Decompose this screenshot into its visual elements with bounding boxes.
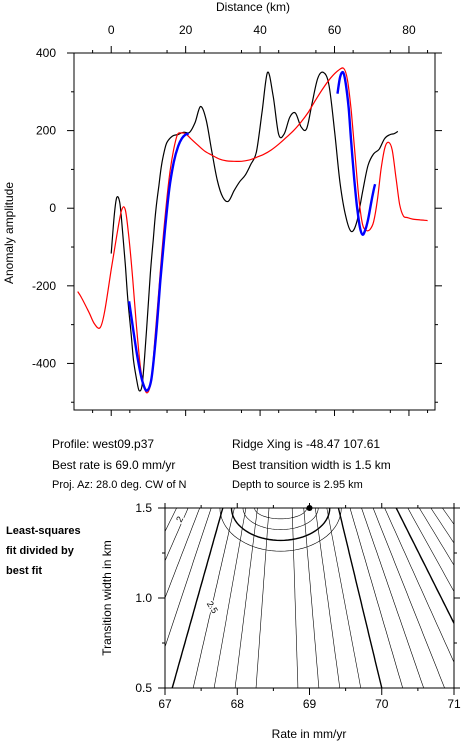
misfit-contour	[255, 508, 270, 688]
misfit-contour-inner	[242, 508, 319, 530]
side-note-line: fit divided by	[6, 545, 74, 557]
distance-tick-label: 0	[108, 23, 115, 37]
best-rate-text: Best rate is 69.0 mm/yr	[52, 458, 176, 472]
contour-plot-frame	[164, 507, 455, 689]
rate-tick-label: 68	[231, 697, 245, 711]
width-tick-label: 0.5	[135, 681, 152, 695]
misfit-contour	[0, 508, 3, 688]
distance-tick-label: 80	[402, 23, 416, 37]
rate-axis-label: Rate in mm/yr	[272, 727, 347, 741]
rate-tick-label: 70	[375, 697, 389, 711]
distance-tick-label: 60	[328, 23, 342, 37]
misfit-contour	[349, 508, 403, 688]
misfit-contour	[430, 508, 454, 544]
amplitude-tick-label: -400	[32, 356, 56, 370]
distance-axis-ticks: 0 20 40 60 80	[92, 23, 429, 416]
misfit-contour	[361, 508, 424, 688]
misfit-contour	[337, 508, 383, 688]
anomaly-series-group	[77, 67, 428, 394]
profile-text: Profile: west09.p37	[52, 437, 155, 451]
misfit-contour	[384, 508, 454, 664]
distance-tick-label: 40	[253, 23, 267, 37]
contour-label: 2.5	[205, 599, 220, 615]
width-axis-label: Transition width in km	[100, 540, 114, 656]
misfit-contour	[171, 508, 224, 688]
distance-tick-label: 20	[179, 23, 193, 37]
model-anomaly-line	[77, 67, 428, 394]
amplitude-tick-label: -200	[32, 279, 56, 293]
contour-label: 2	[174, 515, 185, 524]
misfit-contour	[165, 508, 189, 562]
rate-tick-label: 71	[447, 697, 461, 711]
misfit-contour	[213, 508, 247, 688]
rate-tick-label: 69	[303, 697, 317, 711]
misfit-contours	[0, 508, 454, 688]
misfit-contour	[291, 508, 299, 688]
width-axis-ticks: 0.5 1.0 1.5	[135, 501, 460, 695]
misfit-contour-inner	[219, 508, 342, 552]
side-note: Least-squares fit divided by best fit	[6, 521, 126, 581]
amplitude-axis-label: Anomaly amplitude	[2, 182, 16, 284]
best-width-text: Best transition width is 1.5 km	[232, 458, 391, 472]
misfit-contour	[165, 508, 212, 648]
amplitude-tick-label: 200	[36, 124, 56, 138]
misfit-contour	[372, 508, 445, 688]
misfit-contour	[395, 508, 454, 625]
fit-segment-left	[127, 132, 189, 392]
projection-azimuth-text: Proj. Az: 28.0 deg. CW of N	[52, 479, 187, 491]
side-note-line: best fit	[6, 565, 43, 577]
misfit-contour	[315, 508, 341, 688]
rate-tick-label: 67	[158, 697, 172, 711]
misfit-contour-inner	[254, 508, 307, 520]
misfit-contour	[407, 508, 454, 593]
misfit-contour	[192, 508, 235, 688]
fit-segment-right	[336, 70, 377, 236]
amplitude-tick-label: 400	[36, 46, 56, 60]
anomaly-plot-frame	[73, 52, 436, 411]
misfit-contour	[326, 508, 362, 688]
depth-to-source-text: Depth to source is 2.95 km	[232, 479, 363, 491]
amplitude-tick-label: 0	[49, 201, 56, 215]
width-tick-label: 1.0	[135, 591, 152, 605]
observed-anomaly-line	[110, 71, 399, 392]
misfit-contour-inner	[230, 508, 331, 542]
ridge-crossing-text: Ridge Xing is -48.47 107.61	[232, 437, 381, 451]
misfit-contour	[419, 508, 454, 566]
best-fit-marker	[306, 505, 313, 511]
width-tick-label: 1.5	[135, 501, 152, 515]
misfit-contour	[303, 508, 320, 688]
misfit-contour	[165, 508, 200, 599]
distance-axis-label: Distance (km)	[216, 0, 290, 14]
misfit-contour	[234, 508, 258, 688]
amplitude-axis-ticks: 400 200 0 -200 -400	[32, 46, 442, 403]
side-note-line: Least-squares	[6, 525, 81, 537]
